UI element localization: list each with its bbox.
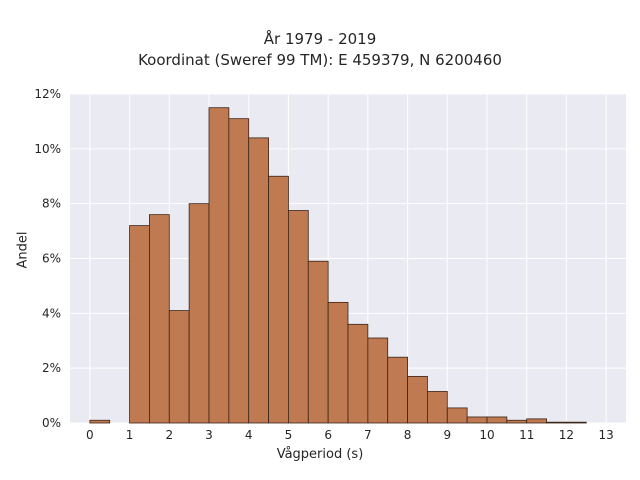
histogram-bar bbox=[526, 418, 547, 424]
histogram-bar bbox=[149, 214, 170, 424]
histogram-bar bbox=[268, 175, 289, 424]
histogram-bar bbox=[407, 375, 428, 424]
histogram-bar bbox=[506, 419, 528, 424]
histogram-bar bbox=[367, 337, 389, 424]
y-tick-label: 6% bbox=[42, 252, 61, 266]
histogram-bar bbox=[208, 107, 230, 424]
histogram-bar bbox=[288, 210, 309, 424]
x-tick-label: 0 bbox=[86, 428, 94, 442]
x-tick-label: 1 bbox=[126, 428, 134, 442]
y-axis-label: Andel bbox=[15, 231, 31, 269]
histogram-bar bbox=[387, 356, 408, 424]
histogram-bar bbox=[89, 419, 111, 424]
x-tick-label: 4 bbox=[245, 428, 253, 442]
x-tick-label: 6 bbox=[324, 428, 332, 442]
histogram-bar bbox=[566, 421, 587, 424]
histogram-bar bbox=[446, 407, 468, 424]
x-tick-label: 10 bbox=[479, 428, 494, 442]
x-tick-label: 3 bbox=[205, 428, 213, 442]
x-tick-label: 11 bbox=[519, 428, 534, 442]
histogram-bar bbox=[248, 137, 269, 424]
y-tick-label: 12% bbox=[34, 87, 61, 101]
y-tick-label: 4% bbox=[42, 306, 61, 320]
y-tick-label: 8% bbox=[42, 197, 61, 211]
x-tick-label: 12 bbox=[559, 428, 574, 442]
histogram-bar bbox=[427, 391, 448, 424]
y-tick-label: 0% bbox=[42, 416, 61, 430]
histogram-bar bbox=[486, 416, 508, 424]
bars bbox=[89, 107, 587, 424]
histogram-bar bbox=[347, 323, 369, 424]
y-tick-label: 2% bbox=[42, 361, 61, 375]
x-tick-label: 13 bbox=[599, 428, 614, 442]
histogram-bar bbox=[546, 421, 567, 424]
chart-title-line1: År 1979 - 2019 bbox=[263, 30, 377, 48]
x-tick-label: 8 bbox=[404, 428, 412, 442]
histogram-bar bbox=[188, 203, 210, 424]
x-tick-label: 5 bbox=[285, 428, 293, 442]
histogram-bar bbox=[307, 260, 329, 424]
histogram-bar bbox=[168, 310, 190, 424]
x-tick-labels: 0 1 2 3 4 5 6 7 8 9 10 11 12 13 bbox=[86, 428, 614, 442]
histogram-bar bbox=[327, 301, 349, 424]
x-tick-label: 2 bbox=[165, 428, 173, 442]
y-tick-labels: 0% 2% 4% 6% 8% 10% 12% bbox=[34, 87, 61, 430]
y-tick-label: 10% bbox=[34, 142, 61, 156]
x-tick-label: 7 bbox=[364, 428, 372, 442]
histogram-bar bbox=[228, 118, 250, 424]
histogram-bar bbox=[129, 225, 150, 424]
x-tick-label: 9 bbox=[443, 428, 451, 442]
histogram-bar bbox=[466, 416, 488, 424]
x-axis-label: Vågperiod (s) bbox=[276, 447, 364, 462]
chart-title-line2: Koordinat (Sweref 99 TM): E 459379, N 62… bbox=[138, 51, 502, 69]
